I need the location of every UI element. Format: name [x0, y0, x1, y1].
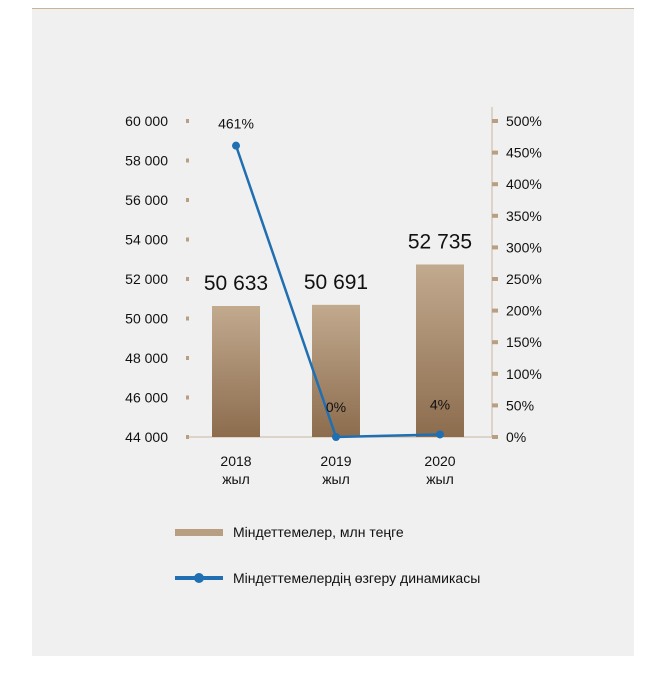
- y-right-tick: [492, 403, 498, 408]
- bar-value-label: 52 735: [408, 230, 472, 253]
- y-right-tick: [492, 308, 498, 313]
- line-point: [332, 433, 340, 441]
- bar: [212, 305, 260, 437]
- y-left-tick: [186, 158, 189, 163]
- line-point: [436, 430, 444, 439]
- y-right-tick-label: 200%: [506, 303, 542, 319]
- y-right-tick-label: 150%: [506, 334, 542, 350]
- legend-bar-swatch: [175, 528, 223, 536]
- y-left-tick: [186, 356, 189, 360]
- y-right-tick-label: 500%: [506, 113, 542, 129]
- bar: [416, 264, 464, 437]
- y-right-tick-label: 400%: [506, 176, 542, 192]
- y-left-tick: [186, 119, 189, 123]
- y-right-tick: [492, 213, 498, 218]
- legend-bar-label: Міндеттемелер, млн теңге: [233, 524, 404, 540]
- line-value-label: 4%: [430, 396, 450, 412]
- y-left-tick-label: 54 000: [125, 232, 168, 248]
- line-value-label: 0%: [326, 399, 346, 415]
- y-left-tick: [186, 435, 189, 439]
- bar-value-label: 50 633: [204, 272, 268, 295]
- y-right-tick: [492, 150, 498, 155]
- y-left-tick: [186, 237, 189, 242]
- y-left-tick: [186, 277, 189, 281]
- y-left-tick-label: 52 000: [125, 271, 168, 287]
- y-right-tick: [492, 371, 498, 376]
- y-right-tick-label: 300%: [506, 239, 542, 255]
- y-right-tick: [492, 435, 498, 439]
- legend-item-bars: Міндеттемелер, млн теңге: [175, 524, 404, 540]
- y-right-tick: [492, 245, 498, 250]
- y-right-tick-label: 100%: [506, 366, 542, 382]
- y-left-tick-label: 48 000: [125, 350, 168, 366]
- y-left-tick: [186, 316, 189, 321]
- y-left-tick: [186, 198, 189, 202]
- bar: [312, 304, 360, 437]
- legend-line-swatch: [175, 573, 223, 583]
- y-right-tick-label: 250%: [506, 271, 542, 287]
- y-left-tick-label: 46 000: [125, 390, 168, 406]
- line-value-label: 461%: [218, 116, 254, 132]
- x-tick-label: 2020 жыл: [424, 453, 455, 487]
- y-left-tick-label: 44 000: [125, 429, 168, 445]
- y-left-tick: [186, 395, 189, 400]
- y-right-tick-label: 0%: [506, 429, 526, 445]
- y-right-tick-label: 450%: [506, 145, 542, 161]
- y-left-tick-label: 58 000: [125, 153, 168, 169]
- x-tick-label: 2018 жыл: [220, 453, 251, 487]
- y-left-tick-label: 60 000: [125, 113, 168, 129]
- y-right-tick: [492, 277, 498, 281]
- y-right-tick-label: 50%: [506, 397, 534, 413]
- y-right-tick-label: 350%: [506, 208, 542, 224]
- y-left-tick-label: 50 000: [125, 311, 168, 327]
- y-left-tick-label: 56 000: [125, 192, 168, 208]
- x-tick-label: 2019 жыл: [320, 453, 351, 487]
- legend-item-line: Міндеттемелердің өзгеру динамикасы: [175, 570, 480, 586]
- line-point: [232, 141, 240, 150]
- bar-value-label: 50 691: [304, 271, 368, 294]
- y-right-tick: [492, 182, 498, 187]
- y-right-tick: [492, 340, 498, 345]
- y-right-tick: [492, 119, 498, 123]
- legend-line-label: Міндеттемелердің өзгеру динамикасы: [233, 570, 481, 586]
